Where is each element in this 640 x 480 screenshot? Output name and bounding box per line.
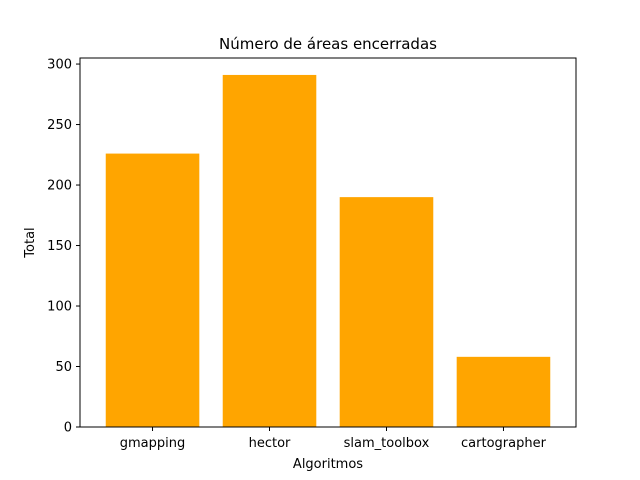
chart-title: Número de áreas encerradas <box>219 35 437 53</box>
y-tick-label: 0 <box>64 421 72 436</box>
x-tick-label: hector <box>249 436 291 451</box>
y-tick-label: 200 <box>47 179 72 194</box>
x-tick-label: cartographer <box>461 436 547 451</box>
x-axis: gmapping hector slam_toolbox cartographer <box>120 427 547 451</box>
x-axis-label: Algoritmos <box>293 457 363 472</box>
y-tick-label: 250 <box>47 118 72 133</box>
x-tick-label: slam_toolbox <box>344 436 430 451</box>
y-tick-label: 100 <box>47 300 72 315</box>
y-tick-label: 50 <box>55 360 72 375</box>
x-tick-label: gmapping <box>120 436 186 451</box>
bar-gmapping <box>105 153 200 427</box>
y-tick-label: 150 <box>47 239 72 254</box>
bar-slam-toolbox <box>339 197 434 427</box>
y-axis-label: Total <box>23 227 38 258</box>
bar-hector <box>222 74 317 427</box>
y-axis: 0 50 100 150 200 250 300 <box>47 58 80 436</box>
bar-cartographer <box>456 356 551 427</box>
bars-group <box>105 74 551 427</box>
y-tick-label: 300 <box>47 58 72 73</box>
plot-frame <box>79 57 577 428</box>
